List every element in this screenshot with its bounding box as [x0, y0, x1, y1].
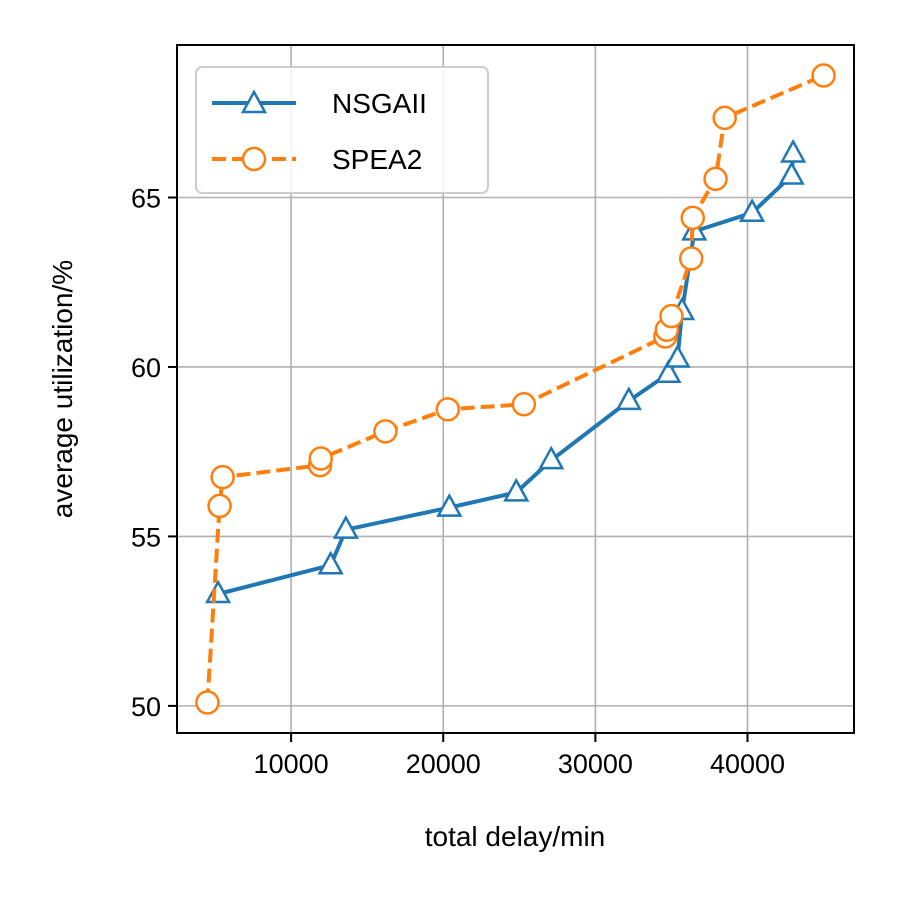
- data-point-nsgaii: [664, 343, 691, 368]
- data-point-nsgaii: [615, 386, 642, 411]
- data-point-spea2: [811, 63, 836, 88]
- data-point-nsgaii: [317, 550, 344, 575]
- x-tick-label: 40000: [710, 749, 785, 779]
- series-line-spea2: [205, 73, 825, 703]
- series-spea2: [195, 63, 836, 715]
- data-point-spea2: [680, 205, 705, 231]
- data-point-nsgaii: [503, 477, 530, 502]
- y-axis-label: average utilization/%: [47, 260, 78, 518]
- x-axis-label: total delay/min: [425, 821, 606, 852]
- y-tick-label: 65: [131, 184, 161, 214]
- y-tick-label: 50: [131, 692, 161, 722]
- data-point-spea2: [435, 397, 461, 422]
- data-point-nsgaii: [436, 493, 463, 517]
- plot-frame: [176, 44, 855, 734]
- data-point-nsgaii: [538, 445, 565, 470]
- data-point-nsgaii: [332, 515, 359, 539]
- data-point-nsgaii: [780, 138, 807, 163]
- data-point-spea2: [712, 105, 737, 131]
- legend-marker-nsgaii: [240, 89, 268, 114]
- data-point-nsgaii: [738, 198, 766, 223]
- data-point-spea2: [210, 464, 235, 490]
- x-tick-label: 10000: [254, 749, 329, 779]
- x-tick-label: 30000: [558, 749, 633, 779]
- series-line-nsgaii: [217, 153, 796, 596]
- data-point-nsgaii: [778, 160, 805, 185]
- x-tick-label: 20000: [406, 749, 481, 779]
- ticks: 10000 20000 30000 40000 50 55 60 65: [131, 184, 785, 779]
- data-point-nsgaii: [655, 359, 682, 383]
- legend-label-nsgaii: NSGAII: [332, 88, 427, 119]
- legend-label-spea2: SPEA2: [332, 144, 422, 175]
- legend: NSGAII SPEA2: [195, 66, 489, 194]
- series-nsgaii: [204, 138, 807, 604]
- data-point-spea2: [678, 246, 704, 271]
- y-tick-label: 55: [131, 522, 161, 552]
- data-point-spea2: [308, 446, 334, 471]
- data-point-spea2: [703, 166, 728, 192]
- y-tick-label: 60: [131, 353, 161, 383]
- data-point-spea2: [373, 419, 398, 444]
- data-point-spea2: [207, 493, 232, 519]
- data-point-spea2: [659, 303, 684, 329]
- data-point-spea2: [511, 392, 537, 417]
- data-point-spea2: [195, 690, 220, 715]
- legend-box: [195, 66, 489, 194]
- legend-marker-spea2: [241, 146, 267, 172]
- series-layer: [195, 63, 836, 715]
